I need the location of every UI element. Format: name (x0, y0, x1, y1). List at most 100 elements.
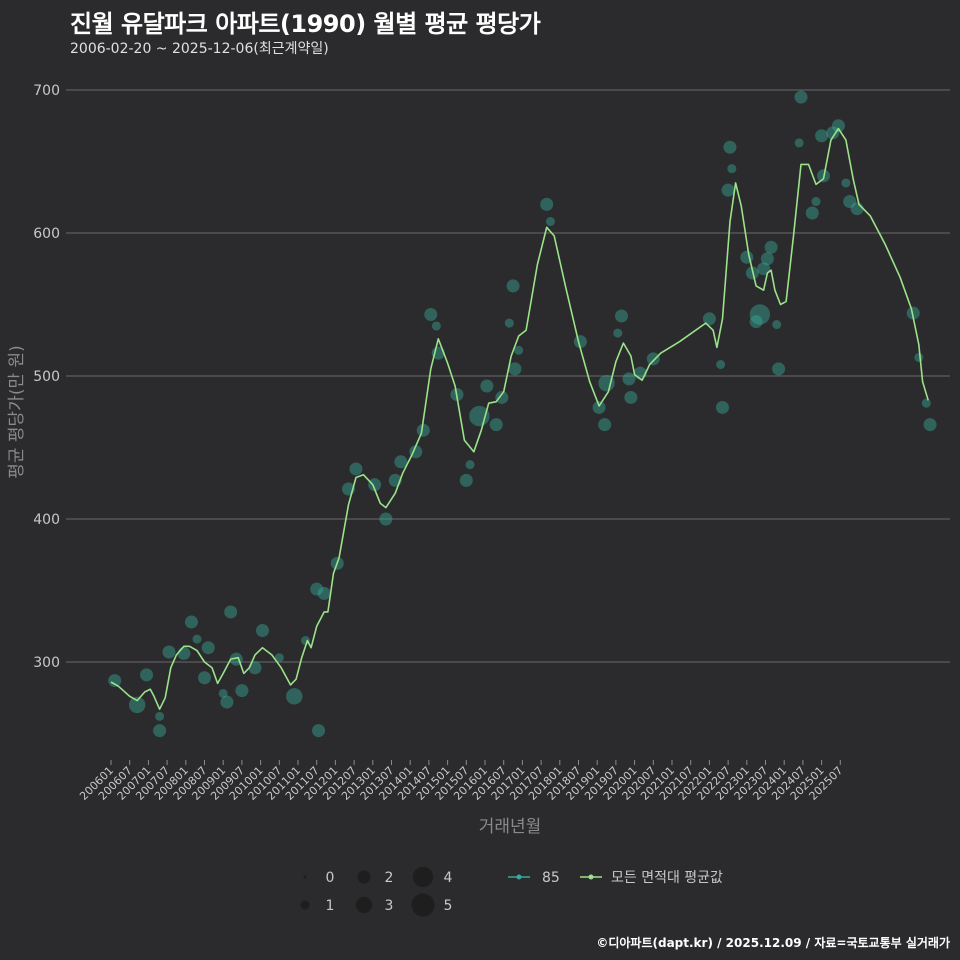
data-point (598, 418, 612, 432)
data-point (153, 724, 167, 738)
average-line (110, 127, 929, 710)
data-point (201, 641, 215, 655)
legend-label: 85 (542, 870, 560, 886)
data-point (431, 321, 441, 331)
data-point (162, 645, 176, 659)
size-legend-swatch (355, 896, 373, 914)
data-point (416, 423, 430, 437)
data-point (749, 304, 771, 325)
gridlines (66, 89, 950, 663)
data-point (921, 398, 931, 408)
data-point (274, 653, 284, 663)
data-point (772, 320, 782, 330)
data-point (843, 195, 857, 209)
data-point (831, 119, 845, 133)
data-point (218, 688, 228, 698)
size-legend-swatch (412, 866, 434, 888)
data-point (459, 473, 473, 487)
data-point (108, 674, 122, 688)
data-point (495, 390, 509, 404)
size-legend-label: 5 (444, 898, 453, 914)
data-point (624, 390, 638, 404)
data-point (177, 646, 191, 660)
data-point (760, 252, 774, 266)
data-point (504, 318, 514, 328)
data-point (255, 624, 269, 638)
data-point (598, 374, 615, 392)
data-point (394, 455, 408, 469)
scatter-points (108, 90, 937, 738)
x-axis-ticks: 2006012006072007012007072008012008072009… (77, 760, 845, 803)
data-point (615, 309, 629, 323)
x-axis-title: 거래년월 (479, 817, 542, 837)
data-point (224, 605, 238, 619)
data-point (317, 586, 331, 600)
data-point (772, 362, 786, 376)
data-point (805, 206, 819, 220)
size-legend-swatch (357, 870, 371, 884)
data-point (379, 512, 393, 526)
data-point (592, 400, 606, 414)
data-point (489, 418, 503, 432)
size-legend-swatch (411, 893, 435, 917)
legend: 0 1 2 3 4 5 85 모든 면적대 평균값 (300, 866, 723, 917)
data-point (248, 661, 262, 675)
data-point (480, 379, 494, 393)
data-point (465, 460, 475, 470)
size-legend-swatch (303, 875, 307, 879)
data-point (349, 462, 363, 476)
data-point (764, 240, 778, 254)
legend-label: 모든 면적대 평균값 (611, 870, 723, 886)
data-point (235, 684, 249, 698)
data-point (128, 696, 146, 714)
legend-swatch-dot (516, 874, 522, 880)
data-point (184, 615, 198, 629)
data-point (540, 197, 554, 211)
data-point (727, 164, 737, 174)
data-point (506, 279, 520, 293)
y-axis-ticks: 300 400 500 600 700 (33, 83, 60, 671)
data-point (286, 688, 303, 705)
data-point (613, 328, 623, 338)
legend-swatch-dot (588, 874, 594, 880)
data-point (198, 671, 211, 685)
size-legend-label: 1 (326, 898, 335, 914)
data-point (622, 372, 636, 386)
y-tick-label: 600 (33, 226, 60, 242)
chart-title: 진월 유달파크 아파트(1990) 월별 평균 평당가 (70, 10, 541, 38)
data-point (514, 345, 524, 355)
y-axis-title: 평균 평당가(만 원) (7, 345, 27, 479)
data-point (155, 711, 165, 721)
chart-caption: ©디아파트(dapt.kr) / 2025.12.09 / 자료=국토교통부 실… (596, 936, 950, 950)
data-point (220, 695, 234, 709)
data-point (749, 315, 763, 329)
y-tick-label: 700 (33, 83, 60, 99)
data-point (906, 306, 920, 320)
size-legend-swatch (300, 900, 310, 910)
data-point (702, 312, 716, 326)
size-legend-label: 3 (385, 898, 394, 914)
data-point (850, 202, 864, 216)
data-point (841, 178, 851, 188)
data-point (716, 360, 726, 370)
data-point (715, 400, 729, 414)
chart-subtitle: 2006-02-20 ~ 2025-12-06(최근계약일) (70, 41, 329, 57)
data-point (757, 262, 771, 276)
y-tick-label: 400 (33, 512, 60, 528)
data-point (140, 668, 154, 682)
data-point (508, 362, 522, 376)
data-point (794, 138, 804, 148)
data-point (368, 478, 382, 492)
data-point (310, 582, 324, 596)
data-point (811, 197, 821, 207)
data-point (312, 724, 326, 738)
data-point (923, 418, 937, 432)
data-point (192, 634, 202, 644)
data-point (794, 90, 808, 104)
data-point (721, 183, 735, 197)
data-point (646, 352, 660, 366)
size-legend-label: 2 (385, 870, 394, 886)
y-tick-label: 500 (33, 369, 60, 385)
size-legend-label: 4 (444, 870, 453, 886)
data-point (424, 308, 438, 322)
